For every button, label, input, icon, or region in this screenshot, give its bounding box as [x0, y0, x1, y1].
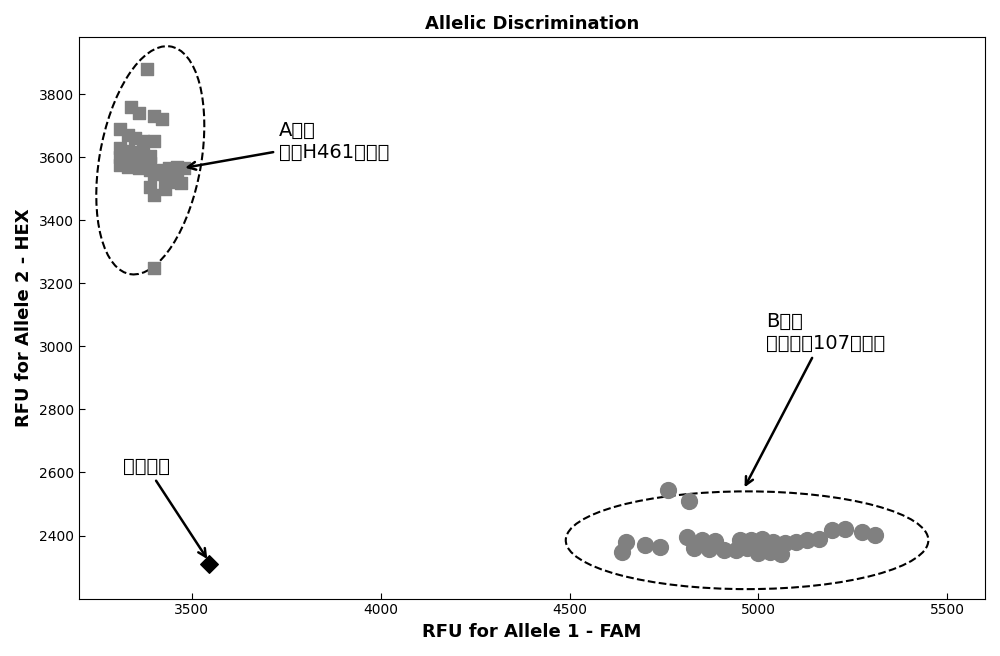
Point — [123, 102, 139, 112]
Point — [146, 111, 162, 121]
Text: A类型
（与H461相同）: A类型 （与H461相同） — [188, 121, 389, 170]
Point — [112, 160, 128, 171]
Point — [173, 178, 189, 188]
Point — [127, 133, 143, 144]
Text: 空白对照: 空白对照 — [123, 457, 206, 557]
Point — [686, 543, 702, 554]
Point — [112, 152, 128, 163]
Point — [201, 559, 217, 569]
Point — [127, 155, 143, 165]
X-axis label: RFU for Allele 1 - FAM: RFU for Allele 1 - FAM — [422, 623, 641, 641]
Point — [716, 544, 732, 555]
Point — [750, 548, 766, 558]
Point — [799, 535, 815, 546]
Point — [146, 136, 162, 147]
Point — [707, 536, 723, 546]
Point — [146, 169, 162, 180]
Point — [135, 149, 151, 159]
Point — [169, 161, 185, 172]
Text: B类型
（与川麦107相同）: B类型 （与川麦107相同） — [746, 312, 885, 485]
Point — [762, 546, 778, 557]
Point — [811, 534, 827, 544]
Point — [142, 165, 158, 175]
Point — [112, 123, 128, 134]
Point — [750, 543, 766, 553]
Point — [681, 495, 697, 506]
Point — [127, 147, 143, 157]
Point — [120, 154, 136, 164]
Point — [660, 485, 676, 495]
Point — [777, 538, 793, 548]
Point — [618, 537, 634, 547]
Point — [824, 525, 840, 535]
Point — [154, 165, 170, 175]
Point — [743, 535, 759, 546]
Point — [837, 523, 853, 534]
Point — [120, 130, 136, 140]
Point — [112, 142, 128, 153]
Point — [120, 146, 136, 156]
Point — [120, 161, 136, 172]
Point — [135, 157, 151, 167]
Title: Allelic Discrimination: Allelic Discrimination — [425, 15, 639, 33]
Point — [773, 548, 789, 559]
Point — [754, 534, 770, 544]
Point — [614, 546, 630, 557]
Point — [131, 163, 147, 173]
Point — [142, 150, 158, 161]
Point — [637, 540, 653, 550]
Point — [652, 541, 668, 552]
Point — [139, 64, 155, 74]
Point — [728, 544, 744, 555]
Point — [169, 171, 185, 182]
Point — [701, 544, 717, 554]
Point — [157, 171, 173, 181]
Point — [161, 163, 177, 173]
Point — [142, 158, 158, 169]
Point — [765, 537, 781, 548]
Point — [146, 262, 162, 273]
Point — [679, 532, 695, 543]
Y-axis label: RFU for Allele 2 - HEX: RFU for Allele 2 - HEX — [15, 209, 33, 427]
Point — [867, 529, 883, 540]
Point — [161, 177, 177, 188]
Point — [694, 535, 710, 546]
Point — [154, 114, 170, 125]
Point — [176, 163, 192, 173]
Point — [135, 136, 151, 147]
Point — [142, 182, 158, 192]
Point — [131, 108, 147, 118]
Point — [739, 543, 755, 554]
Point — [732, 535, 748, 546]
Point — [854, 527, 870, 538]
Point — [146, 190, 162, 200]
Point — [788, 537, 804, 548]
Point — [157, 184, 173, 194]
